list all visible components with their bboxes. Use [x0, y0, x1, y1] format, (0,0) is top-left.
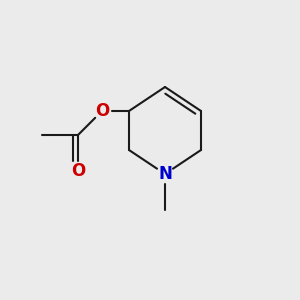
Text: O: O: [71, 162, 85, 180]
Text: N: N: [158, 165, 172, 183]
Text: O: O: [95, 102, 109, 120]
